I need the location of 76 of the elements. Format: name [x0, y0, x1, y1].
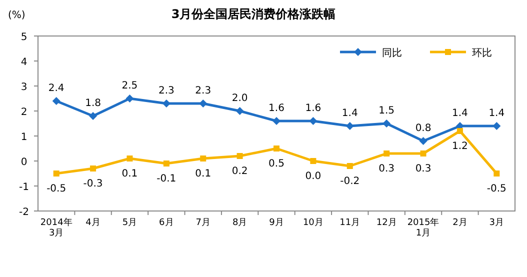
data-label: 2.4: [48, 83, 64, 94]
y-tick-label: 2: [20, 107, 28, 118]
x-tick-label: 6月: [159, 218, 174, 228]
data-label: 0.8: [415, 123, 432, 134]
data-label: 1.2: [452, 141, 468, 152]
data-label: 0.1: [195, 168, 212, 180]
data-label: 2.3: [158, 86, 174, 96]
point: [236, 153, 243, 159]
y-tick-label: 4: [20, 57, 28, 68]
legend-label: 环比: [472, 47, 492, 59]
x-tick-label: 8月: [232, 218, 248, 228]
data-label: 1.4: [342, 108, 358, 119]
y-tick-label: 0: [20, 157, 28, 168]
point: [163, 160, 170, 166]
x-tick-label: 9月: [269, 218, 284, 228]
data-label: 1.6: [305, 103, 322, 114]
point: [494, 170, 500, 176]
x-tick-label: 3月: [489, 218, 504, 228]
point: [52, 97, 60, 105]
data-label: 1.8: [85, 98, 101, 109]
point: [53, 170, 60, 176]
data-label: 1.4: [488, 108, 505, 119]
point: [272, 117, 280, 125]
point: [126, 94, 134, 102]
x-tick-label: 11月: [340, 218, 360, 228]
data-label: 2.0: [232, 93, 248, 104]
legend-label: 同比: [382, 47, 402, 59]
x-tick-label: 4月: [86, 218, 100, 228]
point: [89, 112, 98, 120]
data-label: 0.5: [268, 158, 284, 170]
data-label: 0.3: [378, 164, 395, 174]
point: [126, 156, 133, 162]
point: [419, 137, 428, 145]
point: [162, 100, 170, 108]
point: [90, 166, 96, 172]
data-label: 2.3: [195, 86, 212, 96]
point: [420, 150, 426, 156]
y-tick-label: -2: [19, 207, 29, 218]
point: [200, 156, 206, 162]
x-tick-label: 12月: [376, 218, 397, 228]
point: [346, 122, 354, 130]
data-label: -0.2: [340, 176, 360, 187]
x-tick-label: 2015年 1月: [407, 217, 440, 238]
data-label: 0.0: [305, 171, 322, 182]
chart-title: 3月份全国居民消费价格涨跌幅: [171, 7, 336, 21]
data-label: 2.5: [122, 80, 138, 92]
data-label: -0.3: [83, 178, 103, 190]
x-tick-label: 7月: [196, 218, 210, 228]
point: [309, 117, 318, 125]
y-tick-label: -1: [19, 182, 29, 193]
point: [382, 120, 391, 128]
y-tick-label: 3: [20, 82, 28, 93]
data-label: 0.1: [122, 168, 138, 180]
data-label: 1.5: [378, 106, 395, 116]
x-tick-label: 2014年 3月: [40, 217, 72, 238]
point: [346, 163, 353, 169]
point: [199, 100, 208, 108]
x-tick-label: 2月: [452, 218, 468, 228]
data-label: 0.3: [415, 164, 432, 174]
point: [310, 158, 316, 164]
data-label: -0.5: [46, 184, 66, 194]
point: [236, 107, 244, 115]
point: [492, 122, 501, 130]
data-label: 1.6: [268, 103, 284, 114]
point: [384, 150, 390, 156]
data-label: 0.2: [232, 166, 248, 177]
data-label: -0.1: [156, 174, 176, 184]
y-axis-title: (%): [8, 10, 26, 21]
data-label: -0.5: [486, 184, 506, 194]
x-tick-label: 10月: [302, 218, 324, 228]
y-tick-label: 5: [20, 32, 28, 43]
y-tick-label: 1: [20, 132, 28, 143]
data-label: 1.4: [452, 108, 468, 119]
x-tick-label: 5月: [122, 218, 138, 228]
point: [274, 146, 280, 152]
point: [456, 128, 463, 134]
